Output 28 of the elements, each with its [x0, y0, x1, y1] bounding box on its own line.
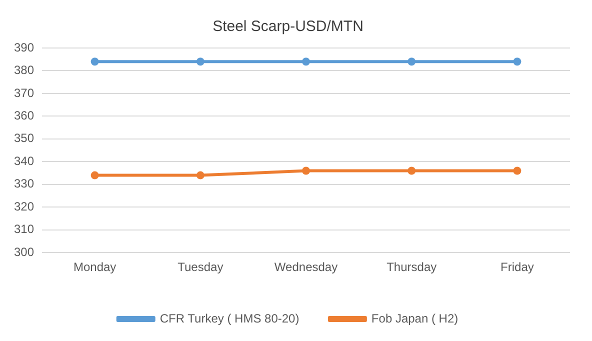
- point: [408, 166, 416, 175]
- y-tick-label: 370: [14, 86, 34, 100]
- y-tick-label: 330: [14, 176, 34, 191]
- x-tick-label: Monday: [73, 260, 116, 274]
- point: [90, 171, 99, 180]
- legend-label: Fob Japan ( H2): [371, 311, 458, 326]
- chart-title: Steel Scarp-USD/MTN: [212, 18, 364, 36]
- point: [302, 58, 310, 66]
- y-tick-label: 380: [14, 63, 34, 78]
- point: [196, 171, 204, 180]
- point: [90, 58, 99, 66]
- y-tick-label: 300: [14, 244, 34, 259]
- y-tick-label: 340: [14, 154, 34, 168]
- point: [513, 58, 522, 66]
- point: [196, 58, 204, 66]
- y-tick-label: 360: [14, 108, 34, 123]
- y-tick-label: 390: [14, 40, 34, 54]
- x-tick-label: Wednesday: [274, 260, 338, 274]
- y-tick-label: 320: [14, 199, 34, 214]
- x-tick-label: Tuesday: [178, 260, 224, 274]
- legend-label: CFR Turkey ( HMS 80-20): [160, 311, 300, 326]
- y-tick-label: 350: [14, 131, 34, 146]
- point: [513, 166, 522, 175]
- point: [302, 166, 310, 175]
- x-tick-label: Friday: [500, 260, 534, 274]
- x-tick-label: Thursday: [386, 260, 437, 274]
- y-tick-label: 310: [14, 222, 34, 236]
- point: [408, 58, 416, 66]
